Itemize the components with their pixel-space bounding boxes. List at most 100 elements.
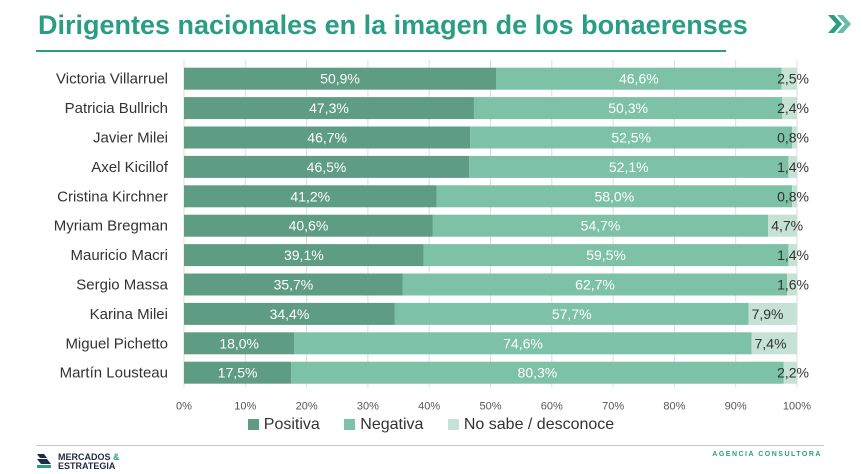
x-tick-label: 20% <box>296 400 318 410</box>
data-label: 4,7% <box>771 218 803 234</box>
legend-label: No sabe / desconoce <box>463 416 615 433</box>
brand-mark-icon <box>37 454 51 468</box>
data-label: 50,9% <box>320 71 360 87</box>
legend-label: Positiva <box>263 416 320 433</box>
data-label: 1,6% <box>777 277 809 293</box>
x-tick-label: 40% <box>418 400 440 410</box>
legend-label: Negativa <box>360 416 424 433</box>
bar-segment-negativa <box>402 273 788 296</box>
bar-segment-positiva <box>184 244 424 267</box>
category-label: Victoria Villarruel <box>56 71 168 88</box>
data-label: 57,7% <box>552 306 592 322</box>
bar-segment-no-sabe <box>788 244 797 267</box>
x-tick-label: 50% <box>479 400 501 410</box>
category-label: Martín Lousteau <box>60 365 168 382</box>
legend-swatch <box>447 419 459 430</box>
data-label: 46,6% <box>619 71 659 87</box>
data-label: 1,4% <box>777 159 809 175</box>
category-label: Axel Kicillof <box>91 159 169 176</box>
data-label: 7,9% <box>752 306 784 322</box>
brand-logo-icon <box>828 15 851 33</box>
category-label: Mauricio Macri <box>70 247 168 264</box>
data-label: 52,5% <box>611 130 651 146</box>
legend-swatch <box>344 419 356 430</box>
data-label: 0,8% <box>777 130 809 146</box>
bar-segment-negativa <box>432 214 769 237</box>
data-label: 34,4% <box>270 306 310 322</box>
bar-segment-negativa <box>473 97 783 120</box>
data-label: 0,8% <box>777 188 809 204</box>
x-tick-label: 70% <box>602 400 624 410</box>
brand-name-line1: MERCADOS & <box>58 452 120 462</box>
x-tick-label: 100% <box>783 400 811 410</box>
agency-tagline: AGENCIA CONSULTORA <box>712 451 822 458</box>
category-label: Patricia Bullrich <box>65 100 168 117</box>
category-label: Myriam Bregman <box>54 218 168 235</box>
bar-segment-positiva <box>184 273 403 296</box>
bar-segment-positiva <box>184 214 433 237</box>
data-label: 7,4% <box>755 335 787 351</box>
bar-segment-positiva <box>184 361 292 384</box>
category-label: Javier Milei <box>93 130 168 147</box>
data-label: 40,6% <box>289 218 329 234</box>
bar-segment-negativa <box>423 244 789 267</box>
data-label: 39,1% <box>284 247 324 263</box>
category-label: Karina Milei <box>90 306 168 323</box>
legend-item-positiva: Positiva <box>247 416 320 434</box>
bar-segment-positiva <box>184 126 471 149</box>
data-label: 52,1% <box>609 159 649 175</box>
data-label: 35,7% <box>274 277 314 293</box>
stacked-bar-chart: 50,9% 46,6% 2,5% 47,3% 50,3% 2,4% 46,7% 52,5% 0,… <box>54 60 811 410</box>
legend: Positiva Negativa No sabe / desconoce <box>0 416 862 434</box>
bar-segment-no-sabe <box>782 97 797 120</box>
bar-segment-no-sabe <box>781 67 797 90</box>
data-label: 2,2% <box>777 365 809 381</box>
bar-segment-no-sabe <box>783 361 797 384</box>
bar-segment-positiva <box>184 97 474 120</box>
data-label: 2,4% <box>777 100 809 116</box>
data-label: 80,3% <box>518 365 558 381</box>
data-label: 47,3% <box>309 100 349 116</box>
bar-segment-positiva <box>184 155 470 178</box>
category-label: Miguel Pichetto <box>65 335 168 352</box>
bar-segment-negativa <box>291 361 784 384</box>
x-axis-ticks: 0% 10% 20% 30% 40% 50% 60% 70% 80% 90% 100% <box>176 400 811 410</box>
data-label: 41,2% <box>290 188 330 204</box>
bar-segment-negativa <box>469 155 789 178</box>
x-tick-label: 90% <box>725 400 747 410</box>
bars <box>184 67 797 384</box>
category-label: Sergio Massa <box>76 277 168 294</box>
data-label: 17,5% <box>218 365 258 381</box>
bar-segment-no-sabe <box>792 126 797 149</box>
legend-item-negativa: Negativa <box>344 416 423 434</box>
bar-segment-positiva <box>184 332 295 355</box>
x-tick-label: 60% <box>541 400 563 410</box>
bar-segment-positiva <box>184 302 395 325</box>
bar-segment-positiva <box>184 67 497 90</box>
legend-swatch <box>247 419 259 430</box>
data-label: 59,5% <box>586 247 626 263</box>
x-tick-label: 0% <box>176 400 192 410</box>
bar-segment-no-sabe <box>787 273 797 296</box>
page-title: Dirigentes nacionales en la imagen de lo… <box>38 10 748 40</box>
x-tick-label: 80% <box>663 400 685 410</box>
category-labels: Victoria Villarruel Patricia Bullrich Javi… <box>54 71 169 382</box>
data-label: 1,4% <box>777 247 809 263</box>
data-label: 62,7% <box>575 277 615 293</box>
category-label: Cristina Kirchner <box>57 188 168 205</box>
data-label: 58,0% <box>594 188 634 204</box>
data-label: 50,3% <box>608 100 648 116</box>
bar-segment-negativa <box>470 126 793 149</box>
bar-segment-no-sabe <box>768 214 797 237</box>
bar-segment-no-sabe <box>748 302 797 325</box>
x-tick-label: 30% <box>357 400 379 410</box>
bar-segment-no-sabe <box>792 185 797 208</box>
bar-segment-positiva <box>184 185 437 208</box>
data-label: 46,5% <box>307 159 347 175</box>
legend-item-nosabe: No sabe / desconoce <box>447 416 615 434</box>
bar-segment-negativa <box>436 185 793 208</box>
data-label: 74,6% <box>503 335 543 351</box>
bar-segment-no-sabe <box>788 155 797 178</box>
data-label: 18,0% <box>219 335 259 351</box>
title-underline <box>36 50 726 52</box>
